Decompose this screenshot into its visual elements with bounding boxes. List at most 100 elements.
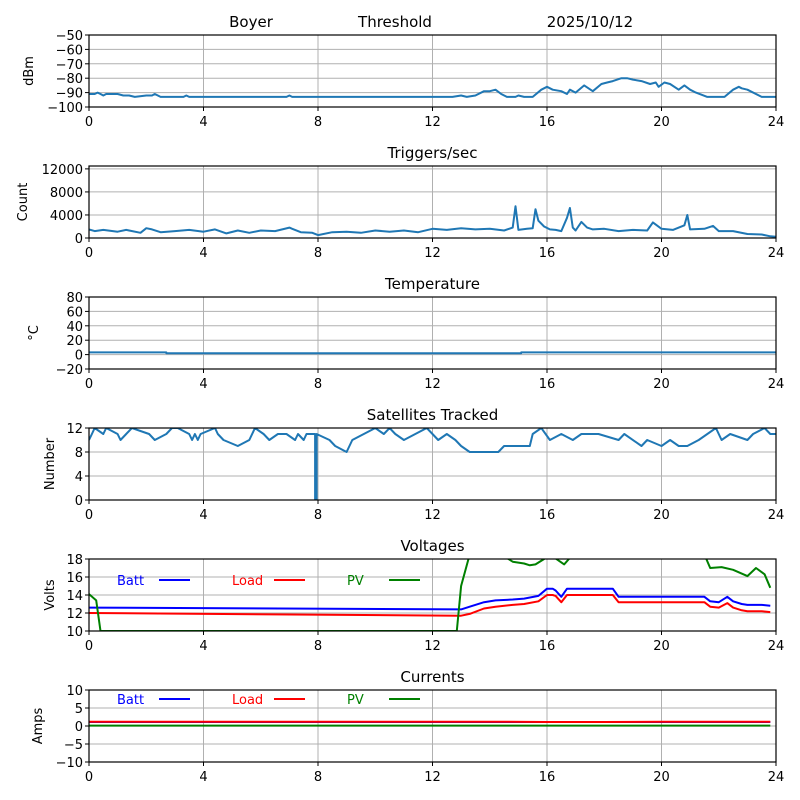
header-date: 2025/10/12 xyxy=(547,13,633,31)
x-tick-label: 4 xyxy=(199,508,207,523)
y-tick-label: −5 xyxy=(64,738,83,753)
x-tick-label: 20 xyxy=(653,115,670,130)
y-tick-label: 0 xyxy=(75,720,83,735)
y-axis-label: Volts xyxy=(43,579,58,611)
x-tick-label: 24 xyxy=(768,115,785,130)
y-axis-label: Amps xyxy=(31,707,46,744)
y-tick-label: −90 xyxy=(56,87,83,102)
series-line-triggers-sec xyxy=(89,205,776,238)
x-tick-label: 16 xyxy=(539,377,556,392)
panel-title: Temperature xyxy=(384,275,480,293)
x-tick-label: 12 xyxy=(424,246,441,261)
header-mode: Threshold xyxy=(357,13,432,31)
x-tick-label: 20 xyxy=(653,508,670,523)
x-tick-label: 8 xyxy=(314,770,322,785)
x-tick-label: 24 xyxy=(768,639,785,654)
y-tick-label: 18 xyxy=(66,553,83,568)
x-tick-label: 8 xyxy=(314,508,322,523)
legend-label-load: Load xyxy=(232,693,263,708)
panel-title: Triggers/sec xyxy=(387,144,478,162)
y-axis-label: dBm xyxy=(22,56,37,86)
y-tick-label: 10 xyxy=(66,684,83,699)
y-tick-label: 14 xyxy=(66,589,83,604)
series-group xyxy=(89,77,776,98)
series-group xyxy=(89,720,771,727)
y-tick-label: −80 xyxy=(56,72,83,87)
header-station: Boyer xyxy=(229,13,274,31)
x-tick-label: 4 xyxy=(199,115,207,130)
x-tick-label: 24 xyxy=(768,770,785,785)
legend-label-batt: Batt xyxy=(117,693,144,708)
panel-voltages: 0 4 8 12 16 20 24 10 12 14 16 18 Voltages Volts Batt Lo… xyxy=(43,537,784,654)
x-tick-label: 20 xyxy=(653,377,670,392)
x-tick-label: 12 xyxy=(424,639,441,654)
y-tick-label: 20 xyxy=(66,334,83,349)
x-tick-label: 0 xyxy=(85,377,93,392)
y-tick-label: 0 xyxy=(75,349,83,364)
x-tick-label: 16 xyxy=(539,770,556,785)
legend-label-batt: Batt xyxy=(117,574,144,589)
panel-title: Voltages xyxy=(400,537,464,555)
x-tick-label: 12 xyxy=(424,770,441,785)
panel-threshold: 0 4 8 12 16 20 24 −100−90−80−70−60−50 dBm xyxy=(22,29,784,130)
y-axis-label: °C xyxy=(27,325,42,341)
y-tick-label: 10 xyxy=(66,625,83,640)
y-tick-label: −50 xyxy=(56,29,83,44)
y-tick-label: 8 xyxy=(75,446,83,461)
legend-label-load: Load xyxy=(232,574,263,589)
series-line-pv xyxy=(89,559,772,631)
panel-currents: 0 4 8 12 16 20 24 −10 −5 0 5 10 Currents Amps Batt Load… xyxy=(31,668,784,785)
y-tick-label: 0 xyxy=(75,494,83,509)
series-group xyxy=(89,559,772,631)
x-tick-label: 16 xyxy=(539,246,556,261)
panel-triggers: 0 4 8 12 16 20 24 0 4000 8000 12000 Triggers/sec Cou… xyxy=(16,144,784,261)
panel-satellites: 0 4 8 12 16 20 24 0 4 8 12 Satellites Tracked Number xyxy=(43,406,784,523)
series-line-load xyxy=(89,594,771,617)
y-axis-label: Number xyxy=(43,437,58,490)
x-tick-label: 0 xyxy=(85,115,93,130)
series-group xyxy=(89,428,776,500)
x-tick-label: 4 xyxy=(199,639,207,654)
x-tick-label: 12 xyxy=(424,377,441,392)
y-tick-label: 5 xyxy=(75,702,83,717)
x-tick-label: 8 xyxy=(314,639,322,654)
y-tick-label: 80 xyxy=(66,291,83,306)
x-tick-label: 4 xyxy=(199,246,207,261)
y-tick-label: 12000 xyxy=(42,163,83,178)
y-tick-label: −20 xyxy=(56,363,83,378)
legend-label-pv: PV xyxy=(347,693,364,708)
series-group xyxy=(89,351,776,355)
x-tick-label: 16 xyxy=(539,508,556,523)
series-group xyxy=(89,205,776,238)
x-tick-label: 20 xyxy=(653,246,670,261)
y-tick-label: 40 xyxy=(66,320,83,335)
y-tick-label: 8000 xyxy=(50,186,83,201)
panel-title: Satellites Tracked xyxy=(367,406,498,424)
x-tick-label: 20 xyxy=(653,770,670,785)
x-tick-label: 4 xyxy=(199,377,207,392)
y-tick-label: −100 xyxy=(47,101,83,116)
legend-label-pv: PV xyxy=(347,574,364,589)
x-tick-label: 24 xyxy=(768,508,785,523)
y-axis-label: Count xyxy=(16,183,31,222)
x-tick-label: 0 xyxy=(85,770,93,785)
x-tick-label: 24 xyxy=(768,246,785,261)
x-tick-label: 8 xyxy=(314,246,322,261)
y-tick-label: −60 xyxy=(56,43,83,58)
x-tick-label: 0 xyxy=(85,246,93,261)
x-tick-label: 24 xyxy=(768,377,785,392)
y-tick-label: 4 xyxy=(75,470,83,485)
x-tick-label: 12 xyxy=(424,508,441,523)
x-tick-label: 12 xyxy=(424,115,441,130)
y-tick-label: −70 xyxy=(56,58,83,73)
panel-title: Currents xyxy=(400,668,464,686)
x-tick-label: 4 xyxy=(199,770,207,785)
y-tick-label: 16 xyxy=(66,571,83,586)
series-line-satellites xyxy=(89,428,776,500)
x-tick-label: 16 xyxy=(539,639,556,654)
y-tick-label: 0 xyxy=(75,232,83,247)
series-line-batt xyxy=(89,587,771,611)
